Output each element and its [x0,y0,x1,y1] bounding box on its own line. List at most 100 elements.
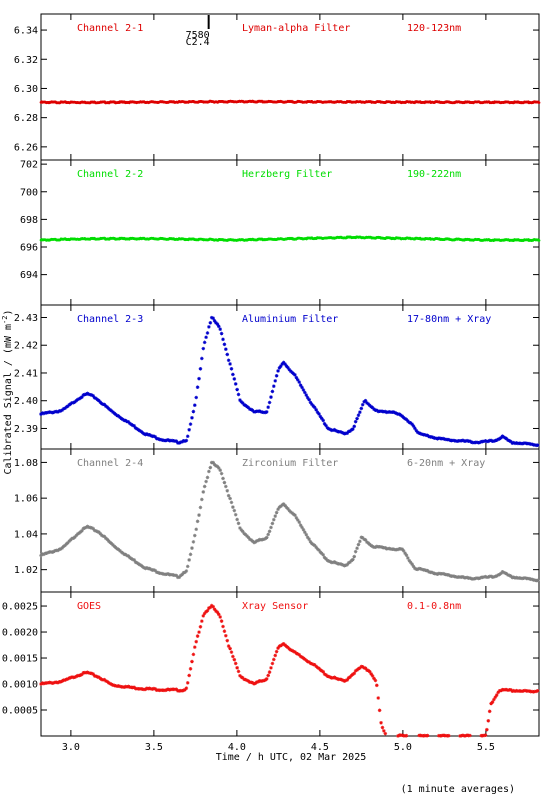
data-point [132,685,136,690]
data-point [84,670,88,675]
data-point [277,644,282,648]
data-point [231,654,235,659]
data-point [228,362,232,366]
data-point [370,544,375,549]
data-point [441,436,445,441]
data-point [511,575,516,580]
data-point [307,660,311,664]
data-point [102,677,107,682]
panel-1: 6.26 6.28 6.30 6.32 6.34 Channel 2-1 Lyman-alp… [14,13,541,161]
data-point [351,427,355,431]
y-tick-label: 6.34 [14,26,38,37]
data-point [49,680,53,685]
data-point [307,397,311,402]
data-point [181,570,186,575]
panel-range-label: 17-80nm + Xray [407,314,491,325]
data-point [406,556,410,560]
data-point [185,564,190,569]
data-point [489,574,493,579]
data-point [367,403,372,408]
data-point [248,537,252,542]
data-point [307,537,311,541]
data-point [188,422,193,426]
data-point [353,549,358,554]
data-point [345,562,349,567]
data-point [236,521,241,526]
data-point [89,393,94,397]
data-point [224,484,228,489]
data-point [434,436,438,441]
data-point [164,688,169,692]
panel-range-label: 120-123nm [407,23,461,34]
data-point [535,688,540,693]
data-point [201,346,206,351]
data-point [63,678,67,682]
data-point [391,547,396,552]
data-point [359,535,364,540]
data-point [105,679,110,684]
data-point [221,476,225,481]
data-point [245,534,249,538]
event-class-label: C2.4 [186,37,210,48]
x-tick-label: 5.0 [394,742,412,753]
data-point [64,405,69,409]
data-point [184,686,189,690]
data-point [335,561,340,566]
data-point [335,677,340,681]
data-point [465,575,469,580]
data-point [408,560,413,565]
data-point [375,408,379,413]
data-point [396,547,400,552]
data-point [331,676,335,680]
data-point [192,403,197,408]
panel-channel-label: Channel 2-4 [77,458,143,469]
data-point [283,643,287,647]
data-point [303,390,307,395]
data-point [469,440,474,444]
data-point [236,392,241,397]
data-point [277,366,282,370]
data-point [190,415,194,420]
data-point [116,684,121,688]
data-point [296,518,300,522]
data-point [331,428,335,433]
data-point [492,439,496,443]
data-point [80,529,84,533]
x-tick-label: 4.5 [311,742,329,753]
data-point [317,412,321,416]
data-point [197,376,201,381]
data-point [238,673,242,678]
data-point [42,411,46,416]
data-point [166,438,170,442]
data-point [147,686,152,691]
data-point [143,432,148,437]
data-point [215,322,220,326]
data-point [348,429,352,433]
data-point [312,405,317,410]
data-point [250,408,255,413]
data-point [180,689,184,693]
data-point [308,540,313,544]
data-point [252,681,256,686]
data-point [50,410,55,415]
data-point [245,678,249,683]
data-point [235,517,239,522]
data-point [349,673,354,678]
data-point [73,535,77,539]
data-point [413,566,417,571]
y-tick-label: 1.06 [14,494,38,505]
data-point [185,434,190,439]
data-point [92,396,97,400]
data-point [116,414,121,418]
data-point [243,677,248,682]
data-point [303,657,307,662]
data-point [328,427,333,432]
data-point [267,529,272,534]
data-point [122,685,127,690]
data-point [314,545,318,550]
y-axis-label: Calibrated Signal / (mW m-2) [1,310,14,475]
data-point [242,403,246,407]
data-point [493,695,498,699]
data-point [407,420,412,425]
data-point [504,572,509,576]
